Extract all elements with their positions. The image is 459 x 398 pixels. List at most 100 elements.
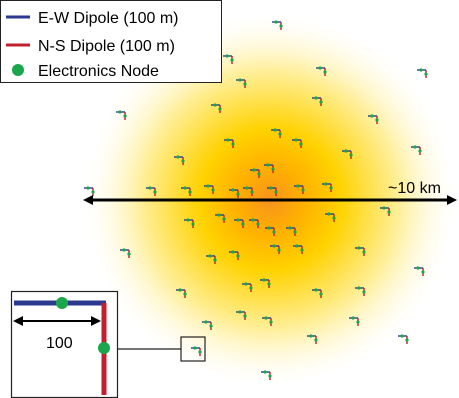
electronics-node (267, 282, 271, 286)
antenna-station (417, 68, 428, 78)
electronics-node (243, 82, 247, 86)
antenna-station (174, 155, 185, 165)
electronics-node (274, 20, 278, 24)
electronics-node (217, 213, 221, 217)
antenna-station (414, 266, 425, 276)
antenna-station (355, 246, 366, 256)
electronics-node (236, 192, 240, 196)
electronics-node (362, 250, 366, 254)
electronics-node (238, 78, 242, 82)
legend: E-W Dipole (100 m) N-S Dipole (100 m) El… (0, 0, 222, 83)
inset-ns-node (98, 342, 110, 354)
electronics-node (419, 68, 423, 72)
electronics-node (421, 270, 425, 274)
electronics-node (86, 186, 90, 190)
antenna-station (286, 226, 297, 236)
electronics-node (314, 338, 318, 342)
antenna-station (184, 218, 195, 228)
electronics-node (222, 217, 226, 221)
antenna-station (270, 244, 281, 254)
electronics-node (245, 186, 249, 190)
antenna-station (224, 138, 235, 148)
electronics-node (294, 138, 298, 142)
antenna-station (120, 248, 131, 258)
legend-ns-label: N-S Dipole (100 m) (38, 38, 175, 55)
electronics-node (218, 107, 222, 111)
electronics-node (362, 290, 366, 294)
antenna-station (307, 334, 318, 344)
antenna-station (229, 188, 240, 198)
electronics-node (250, 190, 254, 194)
electronics-node (405, 338, 409, 342)
antenna-station (191, 346, 202, 356)
electronics-node (319, 100, 323, 104)
electronics-node (296, 184, 300, 188)
electronics-node (153, 190, 157, 194)
electronics-node (148, 186, 152, 190)
antenna-station (368, 114, 379, 124)
electronics-node (198, 350, 202, 354)
antenna-station (84, 186, 95, 196)
legend-frame (0, 0, 222, 83)
antenna-station (342, 149, 353, 159)
electronics-node (236, 254, 240, 258)
electronics-node (413, 145, 417, 149)
antenna-station (264, 163, 275, 173)
electronics-node (332, 216, 336, 220)
electronics-node (323, 70, 327, 74)
antenna-station (234, 218, 245, 228)
electronics-node (269, 320, 273, 324)
electronics-node (241, 222, 245, 226)
electronics-node (273, 128, 277, 132)
electronics-node (213, 103, 217, 107)
inset-ew-node (56, 297, 68, 309)
electronics-node (236, 218, 240, 222)
electronics-node (382, 206, 386, 210)
electronics-node (256, 222, 260, 226)
electronics-node (357, 246, 361, 250)
electronics-node (268, 374, 272, 378)
electronics-node (300, 248, 304, 252)
electronics-node (181, 159, 185, 163)
electronics-node (271, 167, 275, 171)
electronics-node (225, 54, 229, 58)
antenna-station (349, 316, 360, 326)
electronics-node (91, 190, 95, 194)
electronics-node (226, 138, 230, 142)
electronics-node (318, 66, 322, 70)
electronics-node (122, 248, 126, 252)
electronics-node (191, 222, 195, 226)
antenna-station (292, 138, 303, 148)
electronics-node (176, 155, 180, 159)
electronics-node (424, 72, 428, 76)
antenna-station (294, 184, 305, 194)
electronics-node (266, 163, 270, 167)
antenna-station (316, 66, 327, 76)
electronics-node (238, 310, 242, 314)
antenna-station (312, 96, 323, 106)
electronics-node (418, 149, 422, 153)
electronics-node (288, 226, 292, 230)
antenna-station (202, 320, 213, 330)
antenna-station (322, 182, 333, 192)
electronics-node (267, 226, 271, 230)
electronics-node (249, 286, 253, 290)
antenna-station (355, 286, 366, 296)
electronics-node (269, 186, 273, 190)
electronics-node (193, 346, 197, 350)
electronics-node (272, 244, 276, 248)
electronics-node (209, 324, 213, 328)
antenna-station (249, 218, 260, 228)
antenna-station (242, 282, 253, 292)
antenna-station (229, 250, 240, 260)
electronics-node (400, 334, 404, 338)
antenna-station (325, 212, 336, 222)
electronics-node (178, 288, 182, 292)
antenna-station (293, 244, 304, 254)
electronics-node (213, 258, 217, 262)
electronics-node (123, 114, 127, 118)
array-width-label: ~10 km (388, 180, 441, 197)
antenna-station (398, 334, 409, 344)
